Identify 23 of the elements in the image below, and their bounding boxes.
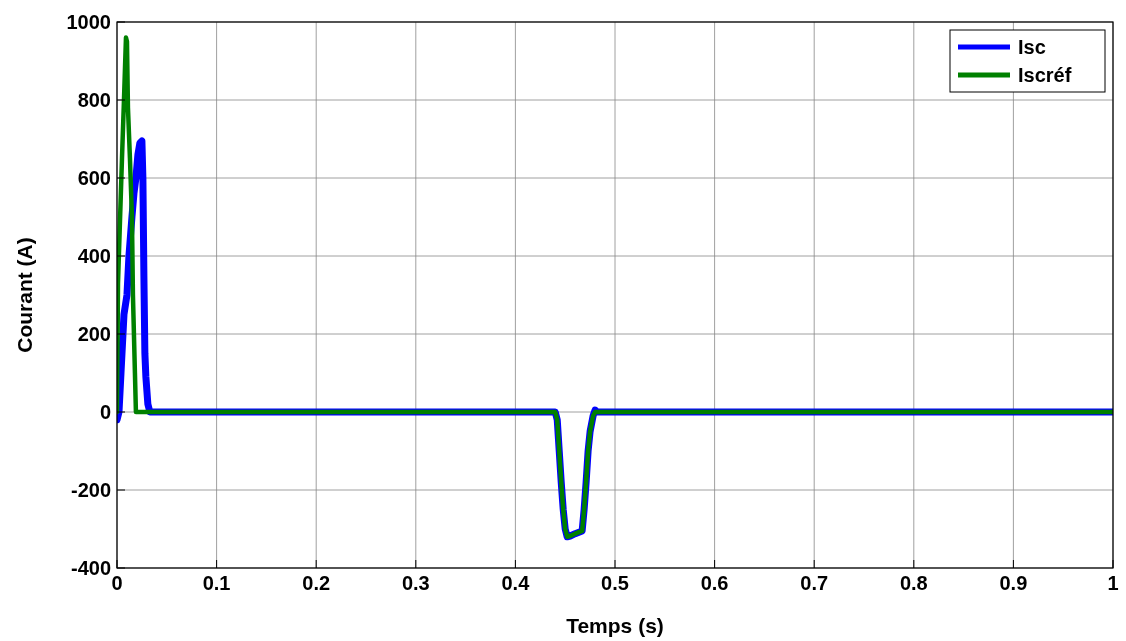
- y-axis-title: Courant (A): [13, 237, 36, 353]
- y-tick-label: -200: [70, 479, 111, 501]
- y-tick-label: 200: [77, 323, 111, 345]
- x-tick-label: 0.6: [700, 572, 729, 594]
- x-tick-label: 0.9: [999, 572, 1028, 594]
- x-tick-label: 1: [1107, 572, 1119, 594]
- y-tick-label: 600: [77, 167, 111, 189]
- y-tick-label: -400: [70, 557, 111, 579]
- y-tick-label: 0: [99, 401, 111, 423]
- y-tick-label: 400: [77, 245, 111, 267]
- line-series: [117, 35, 1113, 540]
- x-tick-label: 0.5: [601, 572, 629, 594]
- y-tick-label: 1000: [66, 11, 111, 33]
- legend-label: Isc: [1018, 36, 1046, 58]
- x-tick-label: 0.2: [302, 572, 331, 594]
- y-tick-label: 800: [77, 89, 111, 111]
- x-tick-label: 0.8: [899, 572, 928, 594]
- x-tick-label: 0.4: [501, 572, 531, 594]
- x-axis-title: Temps (s): [566, 614, 664, 637]
- x-tick-label: 0.1: [202, 572, 231, 594]
- x-tick-label: 0.7: [800, 572, 829, 594]
- x-tick-label: 0.3: [401, 572, 430, 594]
- legend-label: Iscréf: [1018, 64, 1072, 86]
